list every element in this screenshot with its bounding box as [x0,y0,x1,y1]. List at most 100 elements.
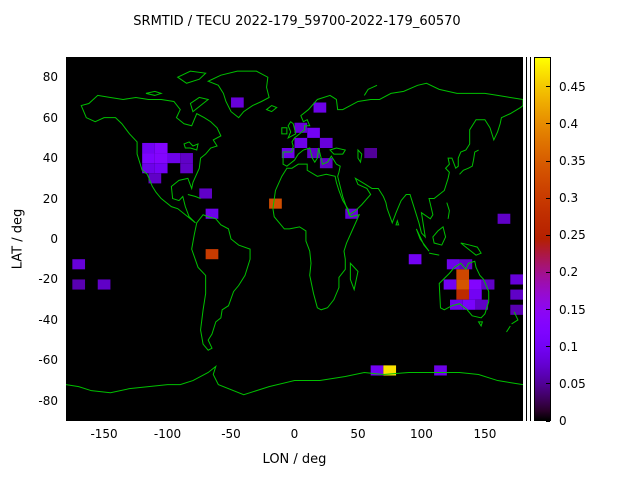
tec-cell [180,153,193,164]
colorbar-tick-mark [546,234,550,236]
tec-cell [446,259,460,270]
tec-cell [154,163,168,174]
y-tick-label: 40 [42,151,58,166]
tec-cell [443,279,457,290]
tec-cell [370,365,384,376]
tec-cell [269,198,282,209]
tec-cell [199,188,212,199]
plot-right-border-line [526,57,527,421]
tec-cell [475,299,489,310]
tec-cell [148,173,162,184]
tec-cell [97,279,111,290]
x-tick-label: -100 [153,427,182,441]
tec-cells-layer [72,97,523,376]
tec-cell [281,148,295,159]
tec-cell [456,289,470,300]
coastline-south-america [192,215,250,350]
coastline-iceland [267,106,277,112]
coastline-japan [460,150,479,174]
x-axis-label: LON / deg [262,452,327,467]
coastline-cuba [188,195,201,199]
x-tick-label: 0 [290,427,299,441]
colorbar [534,57,551,421]
tec-cell [319,137,333,148]
coastline-victoria-island [146,91,161,95]
y-tick-label: -40 [38,312,58,327]
tec-cell [142,153,155,164]
tec-cell [462,299,476,310]
coastline-eurasia [283,83,523,237]
y-tick-label: 20 [42,191,58,206]
tec-cell [167,153,181,164]
tec-cell [383,365,397,376]
tec-cell [364,148,378,159]
tec-cell [142,163,155,174]
coastline-sri-lanka [396,221,399,225]
colorbar-tick-mark [546,271,550,273]
coastline-new-zealand [506,312,517,332]
tec-cell [307,127,320,138]
tec-cell [459,259,473,270]
x-tick-label: 100 [409,427,433,441]
colorbar-tick-label: 0 [559,414,567,428]
tec-cell [313,102,327,113]
coastline-great-britain [288,122,296,138]
tec-cell [294,137,308,148]
coastline-madagascar [350,263,358,289]
colorbar-tick-label: 0.05 [559,376,586,391]
outline-caspian-sea [358,150,362,162]
tec-cell [469,289,482,300]
outline-black-sea [330,148,345,154]
tec-cell [510,289,523,300]
colorbar-tick-label: 0.25 [559,228,586,243]
y-tick-label: -20 [38,272,58,287]
colorbar-tick-label: 0.2 [559,265,579,280]
tec-cell [510,304,523,315]
x-tick-label: 150 [473,427,497,441]
colorbar-tick-mark [546,86,550,88]
coastlines-layer [66,71,523,395]
colorbar-tick-mark [546,309,550,311]
tec-cell [345,208,358,219]
coastline-greenland [208,71,269,118]
coastline-north-america [81,95,221,222]
coastline-new-guinea [461,243,481,255]
colorbar-tick-mark [546,160,550,162]
tec-cell [497,213,511,224]
colorbar-tick-label: 0.4 [559,116,579,131]
tec-cell [456,269,470,280]
colorbar-tick-label: 0.35 [559,154,586,168]
colorbar-tick-mark [546,123,550,125]
tec-cell [205,208,219,219]
x-tick-label: -50 [221,427,241,441]
colorbar-tick-mark [546,346,550,348]
coastline-australia [439,261,489,318]
coastline-baffin-island [190,97,208,111]
coastline-antarctica [66,366,523,394]
colorbar-tick-label: 0.1 [559,339,579,354]
colorbar-tick-label: 0.3 [559,191,579,206]
coastline-tasmania [479,322,483,326]
coastline-borneo [433,227,446,245]
colorbar-tick-mark [546,420,550,422]
tec-cell [205,249,219,260]
tec-cell [510,274,523,285]
tec-cell [154,142,168,154]
plot-title: SRMTID / TECU 2022-179_59700-2022-179_60… [133,14,461,29]
colorbar-tick-mark [546,383,550,385]
tec-cell [154,153,168,164]
map-plot-area [66,57,523,421]
colorbox-left-border-line [530,57,531,421]
world-map-svg [66,57,523,421]
outline-great-lakes [184,142,198,150]
tec-cell [180,163,193,174]
colorbar-tick-label: 0.45 [559,79,586,94]
colorbar-tick-label: 0.15 [559,302,586,317]
tec-cell [294,122,308,133]
y-tick-label: 80 [42,70,58,85]
y-tick-label: 60 [42,110,58,125]
tec-cell [307,148,320,159]
y-tick-label: -80 [38,393,58,408]
coastline-ellesmere-island [178,71,206,83]
